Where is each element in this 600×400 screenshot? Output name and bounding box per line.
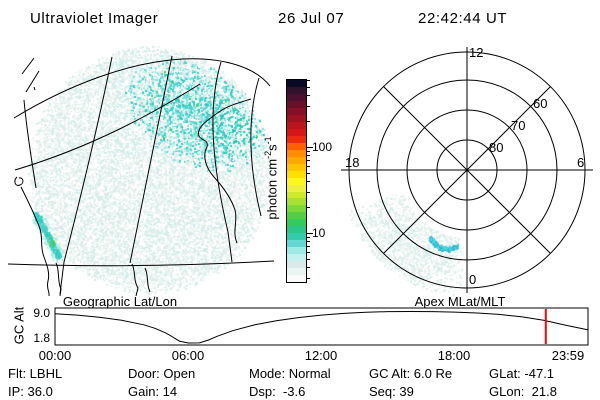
colorbar-step <box>287 219 306 227</box>
header-date: 26 Jul 07 <box>278 10 345 27</box>
colorbar-step <box>287 177 306 185</box>
colorbar-minor-tick <box>306 277 310 279</box>
colorbar-step <box>287 205 306 213</box>
colorbar-minor-tick <box>306 252 310 253</box>
polar-mlat-label-80: 80 <box>489 140 504 155</box>
gc-alt-axis-label: GC Alt <box>11 306 27 345</box>
colorbar-minor-tick <box>306 246 310 248</box>
polar-mlt-label-0: 0 <box>469 272 477 287</box>
polar-mlt-label-6: 6 <box>577 155 585 170</box>
unit-exp-2: -1 <box>263 136 273 145</box>
colorbar-step <box>287 142 306 150</box>
colorbar-minor-tick <box>306 267 310 269</box>
colorbar-minor-tick <box>306 258 310 260</box>
status-door: Door: Open <box>128 366 196 381</box>
orbit-chart-frame <box>54 307 589 346</box>
colorbar-minor-tick <box>306 192 310 193</box>
colorbar-minor-tick <box>306 80 310 82</box>
colorbar-minor-tick <box>306 172 310 174</box>
colorbar-major-tick <box>306 147 313 149</box>
colorbar-minor-tick <box>306 106 310 108</box>
status-glon: GLon: 21.8 <box>489 384 557 399</box>
status-dsp: Dsp: -3.6 <box>249 384 306 399</box>
polar-panel-caption: Apex MLat/MLT <box>414 294 506 309</box>
colorbar-step <box>287 212 306 220</box>
status-glat: GLat: -47.1 <box>489 366 555 381</box>
polar-mlt-label-18: 18 <box>345 155 360 170</box>
xtick-label-0600: 06:00 <box>171 348 205 363</box>
colorbar-minor-tick <box>306 121 310 123</box>
header-time: 22:42:44 UT <box>418 10 508 27</box>
polar-mlat-label-60: 60 <box>533 96 548 111</box>
colorbar-minor-tick <box>306 155 310 157</box>
polar-mlat-label-70: 70 <box>511 118 526 133</box>
colorbar-step <box>287 268 306 276</box>
unit-mid: s <box>264 144 280 151</box>
colorbar-minor-tick <box>306 95 310 97</box>
colorbar-step <box>287 240 306 248</box>
xtick-label-0000: 00:00 <box>38 348 72 363</box>
status-gain: Gain: 14 <box>128 384 178 399</box>
colorbar-step <box>287 80 306 87</box>
polar-grid <box>341 47 593 293</box>
colorbar-step <box>287 275 306 283</box>
coastlines <box>14 57 252 297</box>
colorbar-step <box>287 254 306 262</box>
colorbar-tick-10: 10 <box>312 226 326 240</box>
orbit-altitude-curve <box>54 310 588 344</box>
colorbar-step <box>287 163 306 171</box>
colorbar-tick-100: 100 <box>312 140 333 154</box>
colorbar-minor-tick <box>306 166 310 168</box>
colorbar-step <box>287 191 306 199</box>
colorbar <box>286 79 307 283</box>
colorbar-major-tick <box>306 232 313 234</box>
colorbar-unit-label: photon cm-2s-1 <box>263 108 279 248</box>
colorbar-step <box>287 198 306 206</box>
unit-exp-1: -2 <box>263 150 273 159</box>
colorbar-step <box>287 114 306 122</box>
xtick-label-1200: 12:00 <box>304 348 338 363</box>
colorbar-step <box>287 233 306 241</box>
status-seq: Seq: 39 <box>369 384 414 399</box>
ytick-label-9: 9.0 <box>33 306 50 320</box>
xtick-label-1800: 18:00 <box>437 348 471 363</box>
colorbar-step <box>287 86 306 94</box>
colorbar-step <box>287 156 306 164</box>
polar-mlt-label-12: 12 <box>469 45 484 60</box>
colorbar-step <box>287 226 306 234</box>
colorbar-step <box>287 135 306 143</box>
colorbar-step <box>287 128 306 136</box>
colorbar-step <box>287 261 306 269</box>
page-title: Ultraviolet Imager <box>30 10 159 27</box>
colorbar-step <box>287 121 306 129</box>
colorbar-step <box>287 247 306 255</box>
geographic-grid <box>7 55 275 295</box>
colorbar-minor-tick <box>306 160 310 162</box>
status-gcalt: GC Alt: 6.0 Re <box>369 366 453 381</box>
colorbar-minor-tick <box>306 241 310 243</box>
unit-prefix: photon cm <box>264 158 280 220</box>
colorbar-minor-tick <box>306 151 310 152</box>
status-mode: Mode: Normal <box>249 366 331 381</box>
colorbar-minor-tick <box>306 181 310 183</box>
status-flt: Flt: LBHL <box>8 366 63 381</box>
colorbar-minor-tick <box>306 207 310 209</box>
ytick-label-1-8: 1.8 <box>33 331 50 345</box>
colorbar-step <box>287 100 306 108</box>
colorbar-minor-tick <box>306 87 310 89</box>
colorbar-step <box>287 93 306 101</box>
colorbar-step <box>287 170 306 178</box>
colorbar-step <box>287 184 306 192</box>
xtick-label-2359: 23:59 <box>551 348 585 363</box>
colorbar-step <box>287 149 306 157</box>
colorbar-minor-tick <box>306 236 310 238</box>
left-panel-caption: Geographic Lat/Lon <box>62 294 178 309</box>
colorbar-step <box>287 107 306 115</box>
status-ip: IP: 36.0 <box>8 384 53 399</box>
